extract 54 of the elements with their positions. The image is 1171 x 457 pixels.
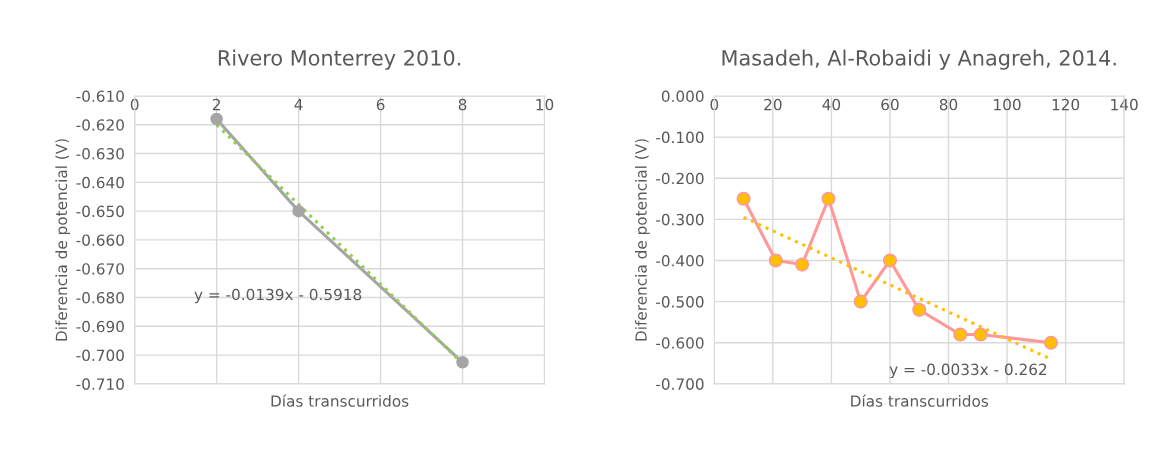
chart-title: Masadeh, Al-Robaidi y Anagreh, 2014. [722, 49, 1116, 70]
x-tick-label: 0 [710, 98, 719, 111]
y-tick-label: -0.400 [656, 254, 704, 267]
y-tick-label: -0.300 [656, 213, 704, 226]
chart-title: Rivero Monterrey 2010. [218, 49, 461, 70]
y-tick-label: -0.610 [76, 90, 124, 102]
point [912, 302, 927, 317]
y-tick-label: 0.000 [661, 90, 704, 102]
y-tick-label: -0.640 [76, 176, 124, 189]
point [821, 191, 836, 206]
y-tick-label: -0.620 [76, 119, 124, 131]
y-tick-label: -0.680 [76, 291, 124, 304]
y-tick-label: -0.200 [656, 172, 704, 185]
x-tick-label: 8 [458, 98, 467, 111]
x-tick-label: 120 [1052, 98, 1080, 111]
y-tick-label: -0.700 [76, 349, 124, 362]
y-tick-label: -0.630 [76, 148, 124, 160]
point [210, 112, 223, 126]
y-axis-title: Diferencia de potencial (V) [635, 139, 650, 341]
point [973, 327, 988, 342]
y-tick-label: -0.670 [76, 263, 124, 275]
x-tick-label: 10 [536, 98, 554, 111]
point [292, 204, 305, 218]
x-tick-label: 100 [994, 98, 1021, 111]
point [768, 253, 783, 268]
x-tick-label: 40 [822, 98, 841, 111]
y-tick-label: -0.710 [76, 378, 124, 390]
point [795, 257, 810, 272]
x-tick-label: 2 [212, 98, 220, 111]
y-axis-title: Diferencia de potencial (V) [55, 139, 71, 341]
x-tick-label: 60 [881, 98, 899, 111]
y-tick-label: -0.690 [76, 320, 124, 333]
x-axis-title: Días transcurridos [271, 394, 409, 407]
y-tick-label: -0.500 [656, 296, 704, 308]
x-tick-label: 80 [939, 98, 958, 111]
x-tick-label: 20 [764, 98, 782, 111]
annotation: y = -0.0033x - 0.262 [889, 363, 1047, 379]
point [953, 327, 968, 342]
y-tick-label: -0.100 [656, 131, 704, 144]
x-tick-label: 6 [376, 98, 385, 111]
point [853, 294, 868, 309]
point [736, 191, 751, 206]
point [456, 356, 469, 369]
y-tick-label: -0.660 [76, 234, 124, 246]
point [882, 253, 898, 268]
point [1043, 335, 1059, 350]
annotation: y = -0.0139x - 0.5918 [194, 288, 362, 304]
y-tick-label: -0.700 [656, 378, 704, 390]
y-tick-label: -0.600 [656, 337, 704, 349]
x-tick-label: 140 [1111, 98, 1138, 111]
x-tick-label: 0 [130, 98, 139, 111]
x-axis-title: Días transcurridos [851, 394, 989, 407]
y-tick-label: -0.650 [76, 205, 124, 218]
x-tick-label: 4 [294, 99, 303, 111]
